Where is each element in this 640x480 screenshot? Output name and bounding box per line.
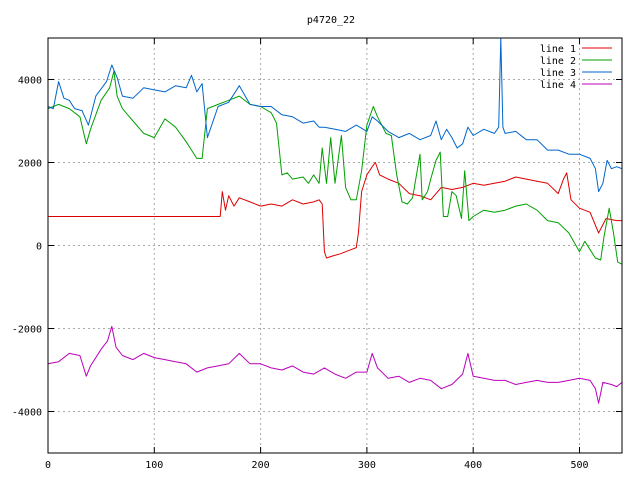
x-tick-label: 100 bbox=[145, 460, 163, 471]
y-tick-label: 2000 bbox=[18, 159, 42, 170]
x-tick-label: 400 bbox=[464, 460, 482, 471]
series-line-2 bbox=[47, 70, 623, 265]
axis-ticks: 0 100 200 300 400 500 -4000 -2000 0 2000 4000 bbox=[12, 38, 622, 471]
y-tick-label: -2000 bbox=[12, 325, 42, 336]
series-line-4 bbox=[47, 325, 623, 404]
x-tick-label: 500 bbox=[570, 460, 588, 471]
y-tick-label: 0 bbox=[36, 242, 42, 253]
y-tick-label: -4000 bbox=[12, 408, 42, 419]
x-tick-label: 200 bbox=[252, 460, 270, 471]
legend-label-3: line 3 bbox=[540, 68, 576, 79]
chart-title: p4720_22 bbox=[307, 15, 355, 26]
series-layer bbox=[47, 37, 623, 404]
y-tick-label: 4000 bbox=[18, 76, 42, 87]
x-tick-label: 300 bbox=[358, 460, 376, 471]
series-line-1 bbox=[48, 162, 622, 259]
grid bbox=[48, 38, 622, 453]
legend-label-1: line 1 bbox=[540, 44, 576, 55]
legend-label-4: line 4 bbox=[540, 80, 576, 91]
series-line-3 bbox=[47, 37, 623, 193]
x-tick-label: 0 bbox=[45, 460, 51, 471]
legend-label-2: line 2 bbox=[540, 56, 576, 67]
